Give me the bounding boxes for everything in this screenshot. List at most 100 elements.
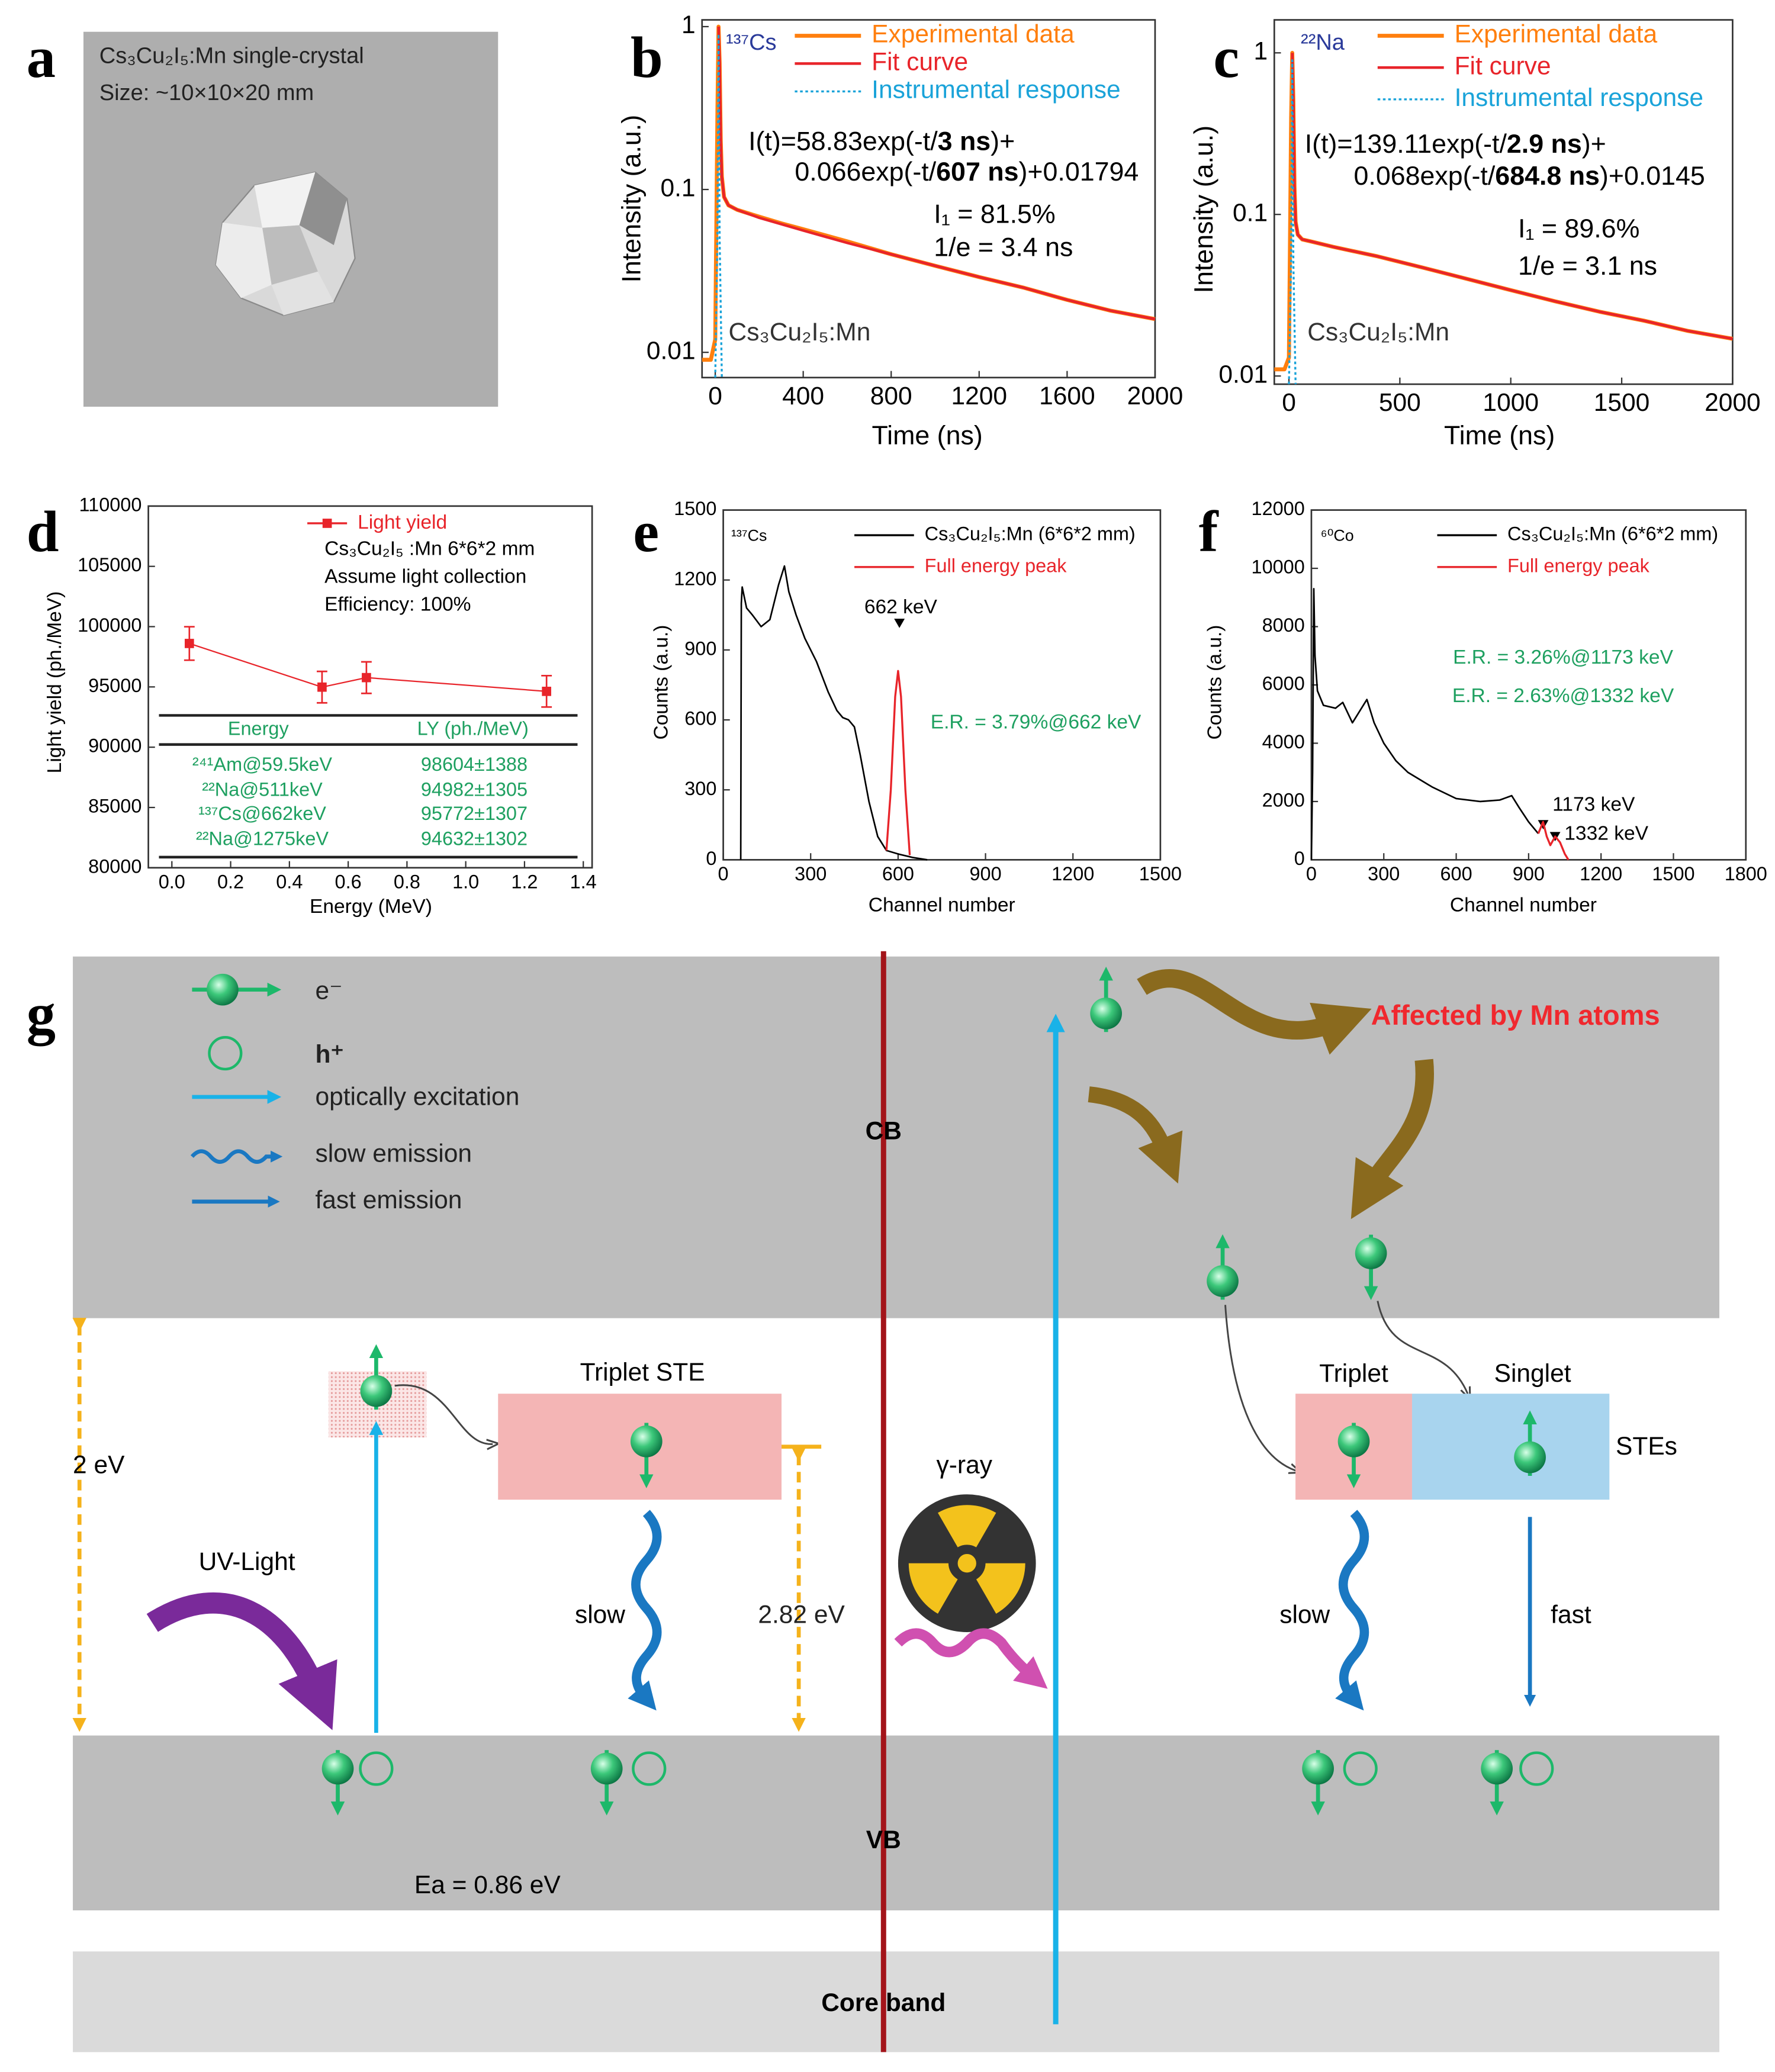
x-tick-label: 800 [870, 382, 912, 410]
x-tick-label: 0.4 [276, 871, 303, 892]
x-tick-label: 2000 [1705, 389, 1761, 417]
hole [359, 1751, 394, 1786]
x-tick-label: 1000 [1483, 389, 1539, 417]
y-tick-label: 0.01 [1218, 361, 1268, 388]
legend-label: Cs₃Cu₂I₅:Mn (6*6*2 mm) [1507, 523, 1718, 545]
x-axis-label: Time (ns) [1444, 420, 1555, 450]
plot-frame [1273, 19, 1734, 385]
x-axis-label: Channel number [1450, 895, 1597, 916]
x-tick-label: 1500 [1652, 863, 1694, 884]
x-tick-label: 0.0 [159, 871, 185, 892]
y-tick-label: 0 [1294, 848, 1305, 869]
y-axis-label: Intensity (a.u.) [1189, 126, 1218, 294]
x-tick-label: 1200 [951, 382, 1008, 410]
singlet-state [1411, 1394, 1610, 1500]
radiation-icon [898, 1494, 1036, 1633]
label: 2 eV [73, 1452, 125, 1479]
x-tick-label: 300 [795, 863, 827, 884]
band-label: VB [866, 1826, 901, 1854]
x-tick-label: 900 [970, 863, 1002, 884]
y-tick-label: 0.01 [647, 337, 696, 365]
y-tick-label: 90000 [88, 735, 142, 757]
x-tick-label: 1.2 [511, 871, 538, 892]
legend-label: Experimental data [1455, 21, 1658, 49]
annotation: I(t)=58.83exp(-t/3 ns)+ [748, 127, 1015, 156]
x-tick-label: 1600 [1039, 382, 1095, 410]
text-part: 684.8 ns [1495, 161, 1600, 191]
text-part: 3 ns [938, 127, 991, 156]
series-line [1291, 53, 1733, 340]
annotation: ¹³⁷Cs [726, 30, 777, 55]
table-cell: ²²Na@511keV [202, 779, 323, 800]
shape [271, 271, 334, 316]
transfer-arrow [394, 1384, 493, 1444]
series-line [885, 670, 911, 855]
band-label: Core band [821, 1989, 946, 2017]
shape [955, 1551, 979, 1575]
panel-label: f [1199, 500, 1219, 564]
panel-label: a [27, 25, 56, 90]
band-label: CB [866, 1118, 902, 1146]
table-cell: 95772±1307 [421, 803, 528, 824]
x-tick-label: 0 [1306, 863, 1317, 884]
x-tick-label: 1200 [1052, 863, 1094, 884]
table-cell: 98604±1388 [421, 754, 528, 775]
x-tick-label: 0 [708, 382, 722, 410]
core-band [73, 1951, 1720, 2052]
note: Efficiency: 100% [324, 594, 471, 616]
hole [1343, 1751, 1378, 1786]
mn-arrow [1350, 1058, 1434, 1220]
table-cell: ¹³⁷Cs@662keV [198, 803, 326, 824]
legend-label: Fit curve [1455, 52, 1551, 80]
text-part: 0.066exp(-t/ [795, 157, 936, 186]
label: Triplet [1319, 1360, 1388, 1388]
series-line [714, 33, 723, 378]
note: Assume light collection [324, 566, 526, 588]
label: slow [1279, 1601, 1330, 1629]
shape [216, 222, 272, 298]
photo-caption: Cs₃Cu₂I₅:Mn single-crystal [99, 43, 364, 68]
y-tick-label: 1500 [674, 498, 716, 519]
legend-label: Fit curve [872, 49, 968, 76]
text-part: )+ [991, 127, 1015, 156]
annotation: E.R. = 2.63%@1332 keV [1452, 685, 1674, 707]
x-tick-label: 1.0 [452, 871, 479, 892]
annotation: I₁ = 89.6% [1518, 214, 1639, 243]
series-line [1288, 59, 1297, 385]
annotation: ¹³⁷Cs [731, 526, 767, 544]
panel-label: d [27, 500, 59, 564]
y-tick-label: 110000 [79, 494, 142, 515]
y-tick-label: 1 [1253, 38, 1268, 66]
gamma-arrow [894, 1628, 1048, 1689]
annotation: Cs₃Cu₂I₅:Mn [1307, 318, 1449, 346]
y-tick-label: 6000 [1262, 673, 1305, 694]
legend-label: fast emission [315, 1186, 462, 1214]
x-tick-label: 600 [1440, 863, 1472, 884]
point [184, 639, 194, 648]
hole [632, 1751, 667, 1786]
x-axis-label: Time (ns) [872, 420, 982, 450]
label: Triplet STE [580, 1359, 705, 1386]
y-tick-label: 100000 [78, 614, 142, 636]
annotation: E.R. = 3.26%@1173 keV [1453, 646, 1673, 668]
text-part: 2.9 ns [1507, 129, 1582, 159]
label: UV-Light [199, 1548, 295, 1576]
shape [938, 1505, 996, 1547]
note: Cs₃Cu₂I₅ :Mn 6*6*2 mm [324, 538, 535, 560]
label: fast [1551, 1601, 1591, 1629]
text-part: )+ [1582, 129, 1606, 159]
mn-arrow [1137, 969, 1372, 1055]
y-axis-label: Counts (a.u.) [1204, 625, 1226, 740]
legend-arrow [190, 1149, 283, 1164]
peak-marker [894, 619, 905, 628]
panel-label: b [631, 25, 663, 90]
annotation: 1/e = 3.4 ns [934, 233, 1073, 262]
table-cell: 94982±1305 [421, 779, 528, 800]
text-part: )+0.0145 [1600, 161, 1705, 191]
text-part: I(t)=58.83exp(-t/ [748, 127, 938, 156]
text-part: I(t)=139.11exp(-t/ [1305, 129, 1507, 159]
y-tick-label: 8000 [1262, 614, 1305, 636]
annotation: Cs₃Cu₂I₅:Mn [729, 318, 871, 346]
legend-label: Full energy peak [925, 555, 1067, 576]
plot-frame [722, 509, 1162, 861]
